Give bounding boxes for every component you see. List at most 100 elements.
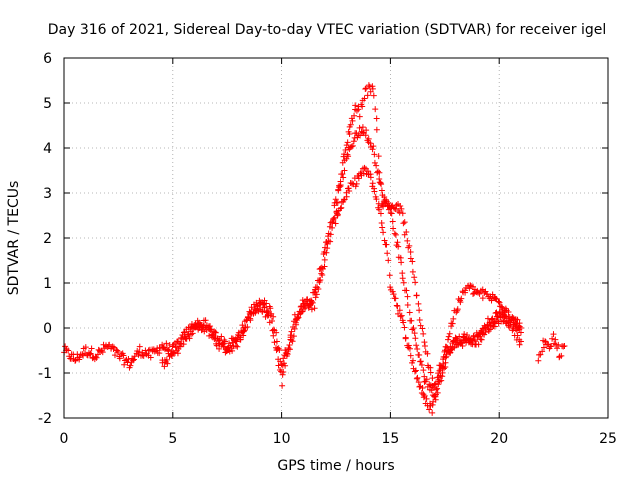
data-point — [371, 188, 378, 195]
data-point — [418, 361, 425, 368]
data-point — [423, 376, 430, 383]
data-point — [535, 357, 542, 364]
data-point — [316, 277, 323, 284]
data-point — [457, 299, 464, 306]
data-point — [88, 345, 95, 352]
data-point — [267, 305, 274, 312]
data-point — [555, 341, 562, 348]
data-point — [268, 310, 275, 317]
series-1 — [61, 164, 524, 416]
data-point — [279, 371, 286, 378]
data-point — [440, 353, 447, 360]
data-point — [476, 333, 483, 340]
data-point — [120, 352, 127, 359]
data-point — [413, 292, 420, 299]
grid-lines — [64, 58, 608, 418]
data-point — [409, 357, 416, 364]
data-point — [250, 310, 257, 317]
data-point — [86, 351, 93, 358]
data-point — [127, 362, 134, 369]
data-point — [280, 369, 287, 376]
data-point — [415, 379, 422, 386]
data-point — [516, 320, 523, 327]
data-point — [326, 223, 333, 230]
data-point — [383, 241, 390, 248]
data-point — [212, 329, 219, 336]
data-point — [395, 243, 402, 250]
data-point — [327, 219, 334, 226]
y-tick-label: 1 — [43, 276, 52, 292]
data-point — [539, 348, 546, 355]
data-point — [380, 229, 387, 236]
data-point — [180, 341, 187, 348]
data-point — [189, 330, 196, 337]
data-point — [243, 317, 250, 324]
data-point — [401, 219, 408, 226]
data-point — [325, 230, 332, 237]
data-point — [363, 127, 370, 134]
data-point — [273, 329, 280, 336]
data-point — [343, 142, 350, 149]
data-point — [82, 344, 89, 351]
data-point — [359, 124, 366, 131]
data-point — [400, 279, 407, 286]
data-point — [130, 356, 137, 363]
data-point — [458, 295, 465, 302]
data-point — [404, 293, 411, 300]
data-point — [407, 249, 414, 256]
data-point — [178, 340, 185, 347]
data-point — [311, 305, 318, 312]
data-point — [479, 295, 486, 302]
data-point — [145, 347, 152, 354]
data-point — [402, 334, 409, 341]
data-point — [359, 103, 366, 110]
data-point — [289, 338, 296, 345]
data-point — [305, 304, 312, 311]
data-point — [338, 204, 345, 211]
data-point — [270, 313, 277, 320]
data-point — [426, 406, 433, 413]
data-point — [392, 231, 399, 238]
data-point — [418, 390, 425, 397]
data-point — [315, 286, 322, 293]
data-point — [419, 384, 426, 391]
data-point — [399, 210, 406, 217]
data-point — [414, 374, 421, 381]
data-point — [376, 176, 383, 183]
data-point — [323, 239, 330, 246]
data-point — [435, 374, 442, 381]
data-point — [363, 85, 370, 92]
data-point — [161, 363, 168, 370]
data-point — [349, 117, 356, 124]
data-point — [195, 320, 202, 327]
data-point — [449, 345, 456, 352]
data-point — [361, 164, 368, 171]
data-point — [370, 92, 377, 99]
data-point — [349, 142, 356, 149]
y-tick-label: 3 — [43, 186, 52, 202]
data-point — [391, 230, 398, 237]
data-point — [409, 258, 416, 265]
data-point — [493, 309, 500, 316]
data-point — [263, 300, 270, 307]
chart-title: Day 316 of 2021, Sidereal Day-to-day VTE… — [48, 22, 607, 38]
data-point — [325, 233, 332, 240]
data-point — [449, 320, 456, 327]
data-point — [396, 209, 403, 216]
data-point — [333, 210, 340, 217]
data-point — [483, 325, 490, 332]
data-point — [318, 270, 325, 277]
data-point — [477, 329, 484, 336]
data-point — [413, 342, 420, 349]
data-point — [542, 338, 549, 345]
data-point — [411, 274, 418, 281]
data-point — [130, 357, 137, 364]
data-point — [514, 332, 521, 339]
data-point — [224, 345, 231, 352]
data-point — [414, 345, 421, 352]
data-point — [297, 310, 304, 317]
data-point — [461, 331, 468, 338]
data-point — [388, 210, 395, 217]
data-point — [445, 336, 452, 343]
data-point — [93, 354, 100, 361]
